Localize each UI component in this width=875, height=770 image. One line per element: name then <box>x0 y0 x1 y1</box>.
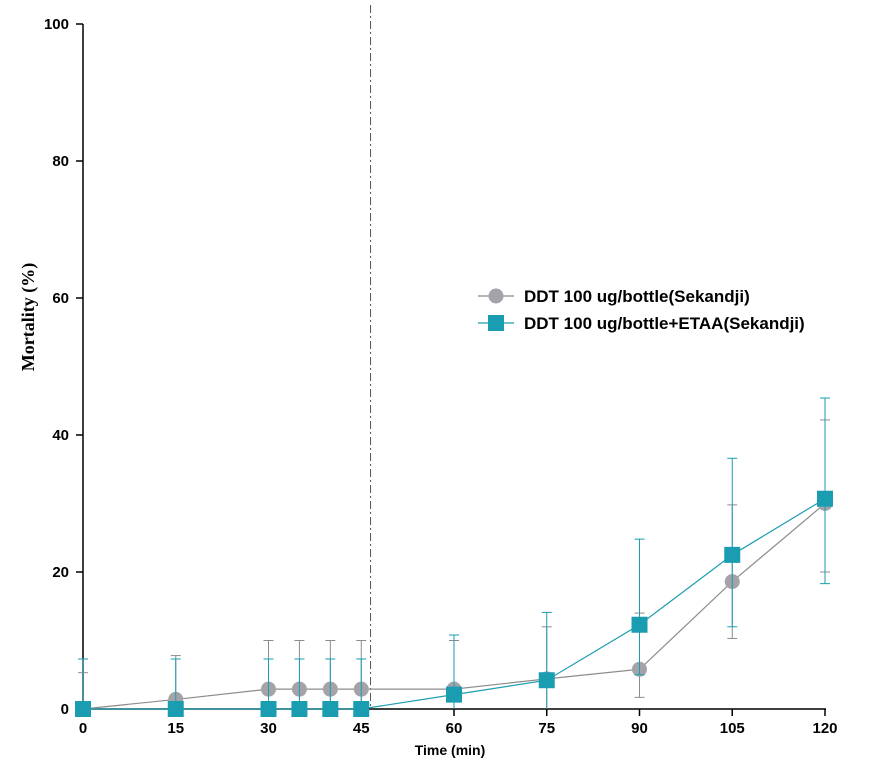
y-tick-label: 40 <box>52 427 69 444</box>
data-point <box>631 616 648 633</box>
x-tick-label: 75 <box>538 720 555 737</box>
series-group <box>75 397 833 717</box>
data-point <box>75 701 91 717</box>
data-point <box>291 701 308 717</box>
x-tick-label: 60 <box>446 720 463 737</box>
y-tick-label: 0 <box>61 701 69 718</box>
y-tick-label: 100 <box>44 16 69 33</box>
legend-label: DDT 100 ug/bottle(Sekandji) <box>524 287 750 306</box>
x-tick-label: 120 <box>812 720 837 737</box>
x-axis-label: Time (min) <box>415 742 486 758</box>
x-tick-label: 90 <box>631 720 648 737</box>
y-axis-label: Mortality (%) <box>18 263 39 371</box>
legend-marker <box>488 288 504 304</box>
data-point <box>724 546 741 563</box>
y-tick-label: 60 <box>52 290 69 307</box>
x-tick-label: 15 <box>167 720 184 737</box>
data-point <box>167 701 184 717</box>
data-point <box>260 701 277 717</box>
legend-item-1: DDT 100 ug/bottle(Sekandji) <box>478 287 750 306</box>
y-tick-label: 20 <box>52 564 69 581</box>
x-tick-label: 0 <box>79 720 87 737</box>
data-point <box>817 490 833 507</box>
x-tick-label: 45 <box>353 720 370 737</box>
y-tick-label: 80 <box>52 153 69 170</box>
x-tick-label: 30 <box>260 720 277 737</box>
data-point <box>446 686 462 703</box>
x-tick-label: 105 <box>720 720 745 737</box>
data-point <box>538 672 555 689</box>
series-2 <box>75 397 833 717</box>
legend-item-2: DDT 100 ug/bottle+ETAA(Sekandji) <box>478 314 805 333</box>
data-point <box>353 701 370 717</box>
legend-label: DDT 100 ug/bottle+ETAA(Sekandji) <box>524 314 805 333</box>
legend: DDT 100 ug/bottle(Sekandji) DDT 100 ug/bo… <box>478 287 805 333</box>
data-point <box>322 701 339 717</box>
axes: 0 15 30 45 60 75 90 105 120 0 20 40 60 80 100 <box>44 16 838 737</box>
legend-marker <box>488 315 504 331</box>
